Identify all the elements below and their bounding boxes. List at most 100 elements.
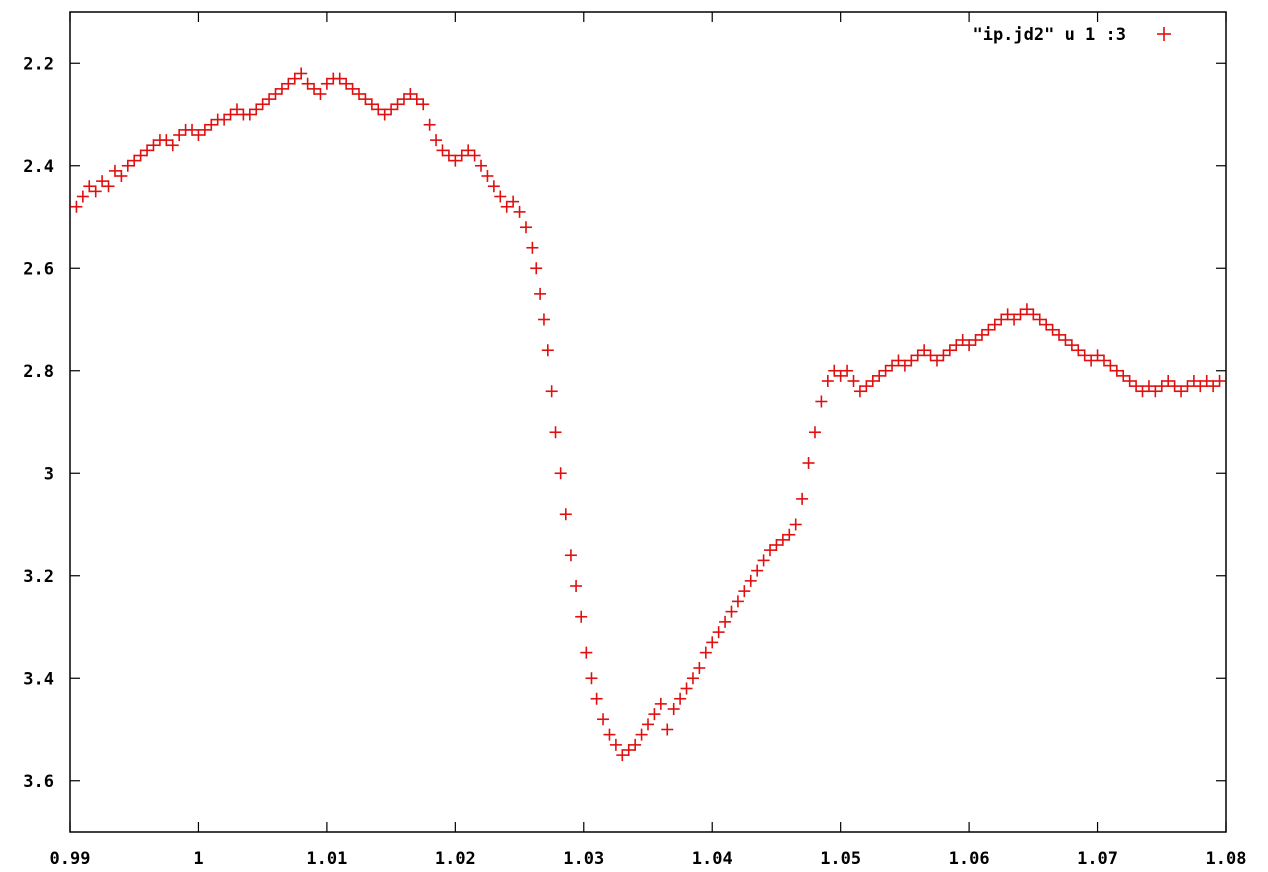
data-point bbox=[575, 610, 588, 623]
data-point bbox=[1040, 318, 1053, 331]
data-point bbox=[353, 88, 365, 100]
data-point bbox=[719, 615, 732, 628]
data-point bbox=[616, 749, 629, 762]
data-point bbox=[860, 380, 873, 393]
data-point bbox=[487, 180, 500, 193]
data-point bbox=[590, 692, 603, 705]
data-point bbox=[513, 205, 526, 218]
data-point bbox=[911, 349, 924, 362]
data-point bbox=[1155, 380, 1168, 393]
data-point bbox=[693, 662, 706, 674]
legend-plus-marker bbox=[1157, 27, 1171, 41]
data-point bbox=[1085, 354, 1098, 367]
data-point bbox=[963, 339, 976, 352]
data-point bbox=[102, 180, 115, 193]
data-point bbox=[1123, 375, 1136, 387]
data-point bbox=[519, 221, 532, 234]
data-point bbox=[404, 88, 417, 100]
data-point bbox=[564, 549, 577, 562]
x-tick-label: 0.99 bbox=[50, 849, 91, 869]
data-point bbox=[866, 375, 879, 387]
data-point bbox=[648, 708, 661, 721]
data-point bbox=[559, 508, 572, 521]
data-point bbox=[333, 72, 346, 85]
data-point bbox=[554, 467, 567, 480]
data-point bbox=[308, 82, 321, 95]
data-point bbox=[410, 93, 423, 106]
data-point bbox=[468, 149, 481, 162]
data-point bbox=[83, 180, 96, 193]
data-point bbox=[549, 426, 562, 439]
data-point bbox=[751, 564, 764, 577]
data-point bbox=[1072, 344, 1085, 357]
x-tick-label: 1.04 bbox=[692, 849, 733, 869]
data-point bbox=[1149, 385, 1162, 398]
data-point bbox=[988, 318, 1001, 331]
data-point bbox=[545, 385, 558, 398]
data-point bbox=[1020, 303, 1033, 316]
data-point bbox=[597, 713, 610, 726]
legend-marker-plus bbox=[1157, 27, 1171, 41]
data-point bbox=[372, 103, 385, 116]
data-point bbox=[744, 574, 757, 587]
data-point bbox=[995, 313, 1008, 326]
data-point bbox=[1110, 364, 1123, 377]
data-point bbox=[776, 533, 789, 546]
data-point bbox=[147, 139, 160, 152]
data-point bbox=[699, 646, 712, 659]
data-point bbox=[1046, 323, 1059, 336]
data-point bbox=[89, 185, 102, 198]
data-point bbox=[975, 328, 988, 341]
data-point bbox=[654, 697, 667, 710]
data-point bbox=[436, 144, 449, 157]
data-point bbox=[873, 369, 886, 382]
y-tick-label: 3.4 bbox=[23, 669, 54, 689]
data-point bbox=[70, 200, 83, 213]
y-tick-label: 2.8 bbox=[23, 362, 54, 382]
data-point bbox=[205, 118, 218, 131]
data-point bbox=[937, 349, 950, 362]
data-point bbox=[879, 364, 892, 377]
data-point bbox=[1053, 328, 1066, 341]
data-point bbox=[982, 323, 995, 336]
data-point bbox=[757, 554, 770, 567]
data-point bbox=[218, 113, 231, 126]
data-point bbox=[243, 108, 256, 121]
data-point bbox=[1130, 380, 1143, 393]
data-point bbox=[783, 528, 796, 541]
data-point bbox=[815, 395, 828, 408]
data-point bbox=[680, 682, 693, 695]
data-point bbox=[96, 175, 109, 188]
data-point bbox=[340, 77, 353, 90]
x-tick-label: 1 bbox=[193, 849, 203, 869]
data-point bbox=[570, 580, 583, 592]
data-point bbox=[250, 103, 263, 116]
data-point bbox=[1027, 308, 1040, 321]
data-point bbox=[455, 149, 468, 162]
x-tick-label: 1.02 bbox=[435, 849, 476, 869]
data-point bbox=[1065, 339, 1078, 352]
data-point bbox=[186, 123, 199, 136]
data-point bbox=[706, 636, 719, 649]
data-point bbox=[1001, 308, 1014, 321]
data-point bbox=[686, 672, 699, 685]
data-point bbox=[397, 93, 410, 106]
data-point bbox=[950, 339, 963, 352]
data-point bbox=[141, 144, 154, 157]
data-point bbox=[1213, 375, 1226, 387]
data-point bbox=[886, 359, 899, 372]
data-point bbox=[731, 595, 744, 608]
data-point bbox=[128, 154, 141, 167]
data-point bbox=[802, 457, 815, 469]
x-tick-label: 1.01 bbox=[306, 849, 347, 869]
data-point bbox=[160, 134, 173, 147]
data-point bbox=[969, 334, 982, 346]
data-point bbox=[667, 703, 680, 715]
data-point bbox=[1187, 375, 1200, 387]
data-point bbox=[269, 88, 282, 100]
data-point bbox=[853, 385, 866, 398]
data-point bbox=[385, 103, 398, 116]
data-point bbox=[192, 129, 205, 141]
data-point bbox=[1059, 334, 1072, 346]
